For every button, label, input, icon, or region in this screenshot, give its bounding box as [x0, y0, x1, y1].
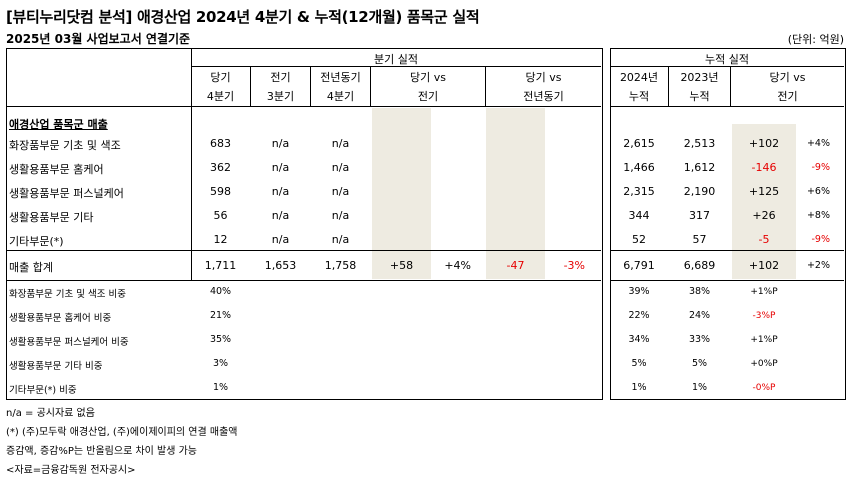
header-2024-cumulative: 2024년 누적 — [619, 71, 659, 103]
cell-current: 56 — [213, 209, 228, 222]
cell-2024: 344 — [628, 209, 650, 222]
total-2024: 6,791 — [623, 259, 655, 272]
header-2023-cumulative: 2023년 누적 — [680, 71, 719, 103]
cell-pct: -9% — [811, 162, 831, 173]
ratio-label: 생활용품부문 퍼스널케어 비중 — [9, 337, 129, 348]
ratio-change: +0%P — [750, 359, 778, 369]
cell-previous: n/a — [271, 209, 290, 222]
section-label: 애경산업 품목군 매출 — [9, 118, 108, 131]
unit-label: (단위: 억원) — [787, 33, 844, 46]
footnote-rounding: 증감액, 증감%P는 반올림으로 차이 발생 가능 — [6, 446, 198, 457]
ratio-value: 3% — [212, 358, 229, 369]
footnote-na: n/a = 공시자료 없음 — [6, 408, 95, 419]
cell-2024: 2,615 — [623, 137, 655, 150]
header-current-quarter: 당기 4분기 — [206, 71, 235, 103]
cell-current: 683 — [210, 137, 231, 150]
cell-pct: +4% — [806, 138, 830, 149]
cell-prior-year: n/a — [331, 233, 350, 246]
cell-prior-year: n/a — [331, 137, 350, 150]
ratio-2023: 1% — [691, 382, 708, 393]
cell-2024: 2,315 — [623, 185, 655, 198]
ratio-value: 21% — [209, 310, 232, 321]
header-previous-quarter: 전기 3분기 — [266, 71, 295, 103]
ratio-2023: 5% — [691, 358, 708, 369]
ratio-2024: 22% — [628, 310, 650, 321]
ratio-2023: 24% — [688, 310, 711, 321]
ratio-label: 생활용품부문 기타 비중 — [9, 361, 103, 372]
footnote-source: <자료=금융감독원 전자공시> — [6, 465, 136, 476]
total-previous: 1,653 — [264, 259, 297, 272]
total-2023: 6,689 — [683, 259, 716, 272]
ratio-2024: 1% — [631, 382, 647, 393]
ratio-2024: 34% — [628, 334, 650, 345]
page-subtitle: 2025년 03월 사업보고서 연결기준 — [6, 32, 191, 46]
row-label: 화장품부문 기초 및 색조 — [9, 139, 121, 152]
row-label: 생활용품부문 퍼스널케어 — [9, 187, 124, 200]
total-qoq-pct: +4% — [444, 259, 471, 272]
ratio-change: +1%P — [750, 287, 778, 297]
total-pct: +2% — [806, 260, 830, 271]
cell-prior-year: n/a — [331, 185, 350, 198]
ratio-change: -3%P — [752, 311, 776, 321]
cell-2023: 2,513 — [683, 137, 716, 150]
ratio-value: 40% — [209, 286, 232, 297]
total-label: 매출 합계 — [9, 261, 53, 274]
cell-previous: n/a — [271, 161, 290, 174]
ratio-2024: 5% — [631, 358, 647, 369]
cell-prior-year: n/a — [331, 161, 350, 174]
right-group-header: 누적 실적 — [705, 53, 749, 66]
ratio-2024: 39% — [628, 286, 650, 297]
shade-cumulative-chg-column — [732, 124, 796, 279]
row-label: 생활용품부문 홈케어 — [9, 163, 104, 176]
header-prior-year-quarter: 전년동기 4분기 — [320, 71, 361, 103]
cell-2024: 52 — [632, 233, 646, 246]
ratio-label: 기타부문(*) 비중 — [9, 385, 77, 396]
header-qoq: 당기 vs 전기 — [410, 71, 446, 103]
row-label: 기타부문(*) — [9, 235, 64, 248]
ratio-change: +1%P — [750, 335, 778, 345]
ratio-change: -0%P — [752, 383, 776, 393]
header-cumulative-change: 당기 vs 전기 — [769, 71, 806, 103]
cell-change: -5 — [758, 233, 770, 246]
right-table — [610, 48, 846, 400]
cell-2024: 1,466 — [623, 161, 655, 174]
total-yoy-change: -47 — [506, 259, 525, 272]
cell-2023: 1,612 — [683, 161, 716, 174]
cell-change: +102 — [748, 137, 780, 150]
cell-pct: +6% — [806, 186, 830, 197]
row-label: 생활용품부문 기타 — [9, 211, 94, 224]
cell-2023: 2,190 — [683, 185, 716, 198]
total-change: +102 — [748, 259, 780, 272]
cell-change: -146 — [751, 161, 777, 174]
total-current: 1,711 — [204, 259, 237, 272]
ratio-label: 생활용품부문 홈케어 비중 — [9, 313, 112, 324]
ratio-2023: 33% — [688, 334, 711, 345]
cell-change: +26 — [752, 209, 776, 222]
cell-pct: +8% — [806, 210, 830, 221]
cell-current: 598 — [210, 185, 231, 198]
cell-2023: 57 — [692, 233, 707, 246]
cell-previous: n/a — [271, 137, 290, 150]
ratio-label: 화장품부문 기초 및 색조 비중 — [9, 289, 126, 300]
left-group-header: 분기 실적 — [374, 53, 418, 66]
page-title: [뷰티누리닷컴 분석] 애경산업 2024년 4분기 & 누적(12개월) 품목… — [6, 8, 480, 26]
total-prior-year: 1,758 — [324, 259, 357, 272]
total-qoq-change: +58 — [389, 259, 414, 272]
cell-pct: -9% — [811, 234, 831, 245]
cell-2023: 317 — [689, 209, 710, 222]
footnote-consolidated: (*) (주)모두락 애경산업, (주)에이제이피의 연결 매출액 — [6, 427, 238, 438]
cell-previous: n/a — [271, 185, 290, 198]
header-yoy: 당기 vs 전년동기 — [523, 71, 564, 103]
ratio-2023: 38% — [688, 286, 711, 297]
cell-previous: n/a — [271, 233, 290, 246]
cell-change: +125 — [748, 185, 780, 198]
left-table — [6, 48, 603, 400]
total-yoy-pct: -3% — [563, 259, 585, 272]
ratio-value: 1% — [212, 382, 229, 393]
cell-current: 12 — [213, 233, 228, 246]
cell-current: 362 — [210, 161, 231, 174]
cell-prior-year: n/a — [331, 209, 350, 222]
ratio-value: 35% — [209, 334, 232, 345]
